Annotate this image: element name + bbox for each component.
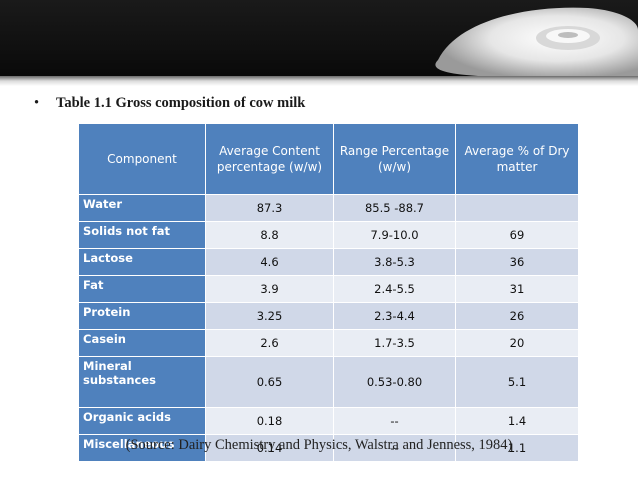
average-cell: 0.14 — [205, 434, 334, 462]
header-average-dry-matter: Average % of Dry matter — [455, 123, 579, 195]
dry-matter-cell: 20 — [455, 329, 579, 357]
table-caption: Table 1.1 Gross composition of cow milk — [56, 95, 306, 111]
average-cell: 8.8 — [205, 221, 334, 249]
average-cell: 0.18 — [205, 407, 334, 435]
table-row: Water 87.3 85.5 -88.7 — [78, 194, 579, 222]
dry-matter-cell: 69 — [455, 221, 579, 249]
header-average-content: Average Content percentage (w/w) — [205, 123, 334, 195]
dry-matter-cell — [455, 194, 579, 222]
dry-matter-cell: 1.4 — [455, 407, 579, 435]
component-cell: Casein — [78, 329, 206, 357]
component-cell: Lactose — [78, 248, 206, 276]
table-row: Miscellaneous 0.14 -- 1.1 — [78, 434, 579, 462]
table-row: Casein 2.6 1.7-3.5 20 — [78, 329, 579, 357]
dry-matter-cell: 26 — [455, 302, 579, 330]
average-cell: 87.3 — [205, 194, 334, 222]
header-divider — [0, 76, 638, 86]
component-cell: Water — [78, 194, 206, 222]
range-cell: 7.9-10.0 — [333, 221, 456, 249]
milk-splash-image — [435, 7, 638, 76]
range-cell: 3.8-5.3 — [333, 248, 456, 276]
average-cell: 2.6 — [205, 329, 334, 357]
component-cell: Mineral substances — [78, 356, 206, 408]
component-cell: Solids not fat — [78, 221, 206, 249]
table-row: Solids not fat 8.8 7.9-10.0 69 — [78, 221, 579, 249]
component-cell: Protein — [78, 302, 206, 330]
slide-title: • Table 1.1 Gross composition of cow milk — [34, 95, 305, 112]
range-cell: -- — [333, 434, 456, 462]
average-cell: 0.65 — [205, 356, 334, 408]
dry-matter-cell: 36 — [455, 248, 579, 276]
range-cell: 1.7-3.5 — [333, 329, 456, 357]
table-header-row: Component Average Content percentage (w/… — [78, 123, 579, 195]
header-component: Component — [78, 123, 206, 195]
range-cell: 85.5 -88.7 — [333, 194, 456, 222]
table-row: Lactose 4.6 3.8-5.3 36 — [78, 248, 579, 276]
range-cell: 2.4-5.5 — [333, 275, 456, 303]
header-banner — [0, 0, 638, 76]
composition-table: Component Average Content percentage (w/… — [78, 123, 579, 462]
range-cell: 0.53-0.80 — [333, 356, 456, 408]
average-cell: 3.25 — [205, 302, 334, 330]
range-cell: 2.3-4.4 — [333, 302, 456, 330]
range-cell: -- — [333, 407, 456, 435]
average-cell: 3.9 — [205, 275, 334, 303]
header-range-percentage: Range Percentage (w/w) — [333, 123, 456, 195]
source-citation: (Source: Dairy Chemistry and Physics, Wa… — [125, 437, 513, 453]
table-row: Protein 3.25 2.3-4.4 26 — [78, 302, 579, 330]
table-row: Organic acids 0.18 -- 1.4 — [78, 407, 579, 435]
bullet-icon: • — [34, 95, 40, 111]
component-cell: Organic acids — [78, 407, 206, 435]
dry-matter-cell: 5.1 — [455, 356, 579, 408]
component-cell: Fat — [78, 275, 206, 303]
dry-matter-cell: 1.1 — [455, 434, 579, 462]
component-cell: Miscellaneous — [78, 434, 206, 462]
table-row: Mineral substances 0.65 0.53-0.80 5.1 — [78, 356, 579, 408]
table-row: Fat 3.9 2.4-5.5 31 — [78, 275, 579, 303]
average-cell: 4.6 — [205, 248, 334, 276]
dry-matter-cell: 31 — [455, 275, 579, 303]
